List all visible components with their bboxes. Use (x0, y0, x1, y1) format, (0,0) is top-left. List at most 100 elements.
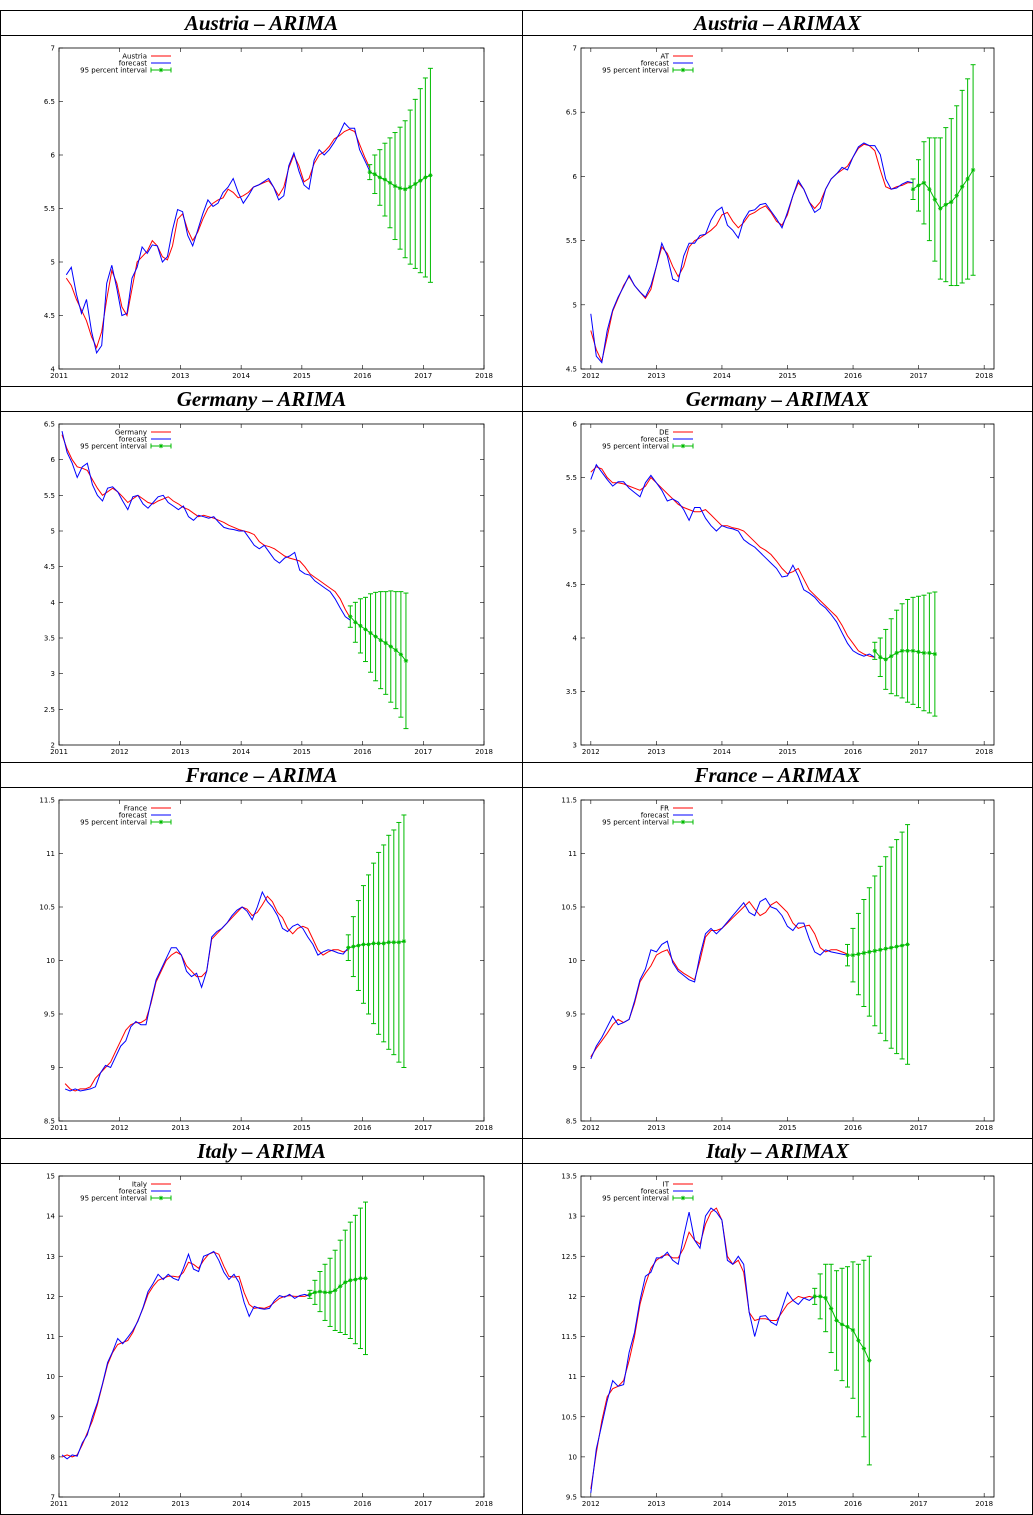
panel-title: Italy – ARIMAX (523, 1139, 1032, 1164)
y-tick-label: 13.5 (561, 1173, 577, 1181)
interval-point (965, 176, 970, 182)
x-tick-label: 2016 (354, 1124, 372, 1132)
x-tick-label: 2018 (975, 748, 993, 756)
plot-italy-arimax: 9.5 10 10.5 11 11.5 12 12.5 13 13.5 2012 2013 2014 2… (561, 1173, 995, 1508)
y-tick-label: 11.5 (561, 797, 577, 805)
interval-point (332, 1288, 338, 1293)
interval-point (872, 948, 877, 954)
y-tick-label: 2 (51, 742, 55, 750)
y-tick-label: 6 (51, 456, 56, 464)
interval-point (377, 175, 383, 180)
interval-point (361, 942, 366, 947)
interval-point (317, 1289, 323, 1294)
y-tick-label: 5.5 (44, 492, 55, 500)
x-tick-label: 2017 (910, 748, 928, 756)
interval-point (970, 167, 976, 173)
interval-point (861, 950, 867, 956)
y-tick-label: 10.5 (561, 904, 577, 912)
series-forecast-line (590, 897, 848, 1060)
interval-point (378, 637, 383, 643)
y-tick-label: 10 (568, 957, 577, 965)
x-tick-label: 2016 (844, 1500, 862, 1508)
interval-point (916, 183, 921, 188)
x-tick-label: 2017 (414, 748, 432, 756)
y-tick-label: 13 (568, 1213, 577, 1221)
interval-point (348, 614, 353, 619)
interval-point (899, 648, 905, 654)
panel-title: Italy – ARIMA (1, 1139, 522, 1164)
series-actual-line (590, 1207, 815, 1490)
interval-point (921, 180, 927, 186)
x-tick-label: 2015 (293, 1500, 311, 1508)
y-tick-label: 4 (573, 635, 578, 643)
x-tick-label: 2014 (232, 1124, 250, 1132)
plot-france-arima: 8.5 9 9.5 10 10.5 11 11.5 2011 2012 2013 2014 2015 2… (39, 797, 493, 1133)
interval-point (401, 939, 407, 944)
interval-mid-line (874, 650, 935, 660)
x-tick-label: 2012 (582, 372, 600, 380)
y-tick-label: 10 (46, 1373, 55, 1381)
x-tick-label: 2016 (354, 372, 372, 380)
interval-point (888, 945, 894, 950)
interval-point (391, 940, 397, 945)
y-tick-label: 4.5 (44, 312, 55, 320)
legend-label: AT (660, 53, 669, 61)
plot-germany-arima: 2 2.5 3 3.5 4 4.5 5 5.5 6 6.5 2011 2012 2013 2014 2015… (44, 421, 493, 757)
panel-title: Austria – ARIMAX (523, 11, 1032, 36)
x-tick-label: 2011 (50, 748, 68, 756)
legend-label: forecast (641, 812, 670, 820)
interval-point (910, 648, 916, 654)
plot-austria-arimax: 4.5 5 5.5 6 6.5 7 2012 2013 2014 2015 2016 2017 2018… (566, 45, 995, 380)
x-tick-label: 2015 (779, 1124, 797, 1132)
x-tick-label: 2016 (844, 372, 862, 380)
legend-label: DE (659, 429, 669, 437)
plot-frame (580, 1175, 995, 1498)
x-tick-label: 2014 (232, 1500, 250, 1508)
interval-point (834, 1318, 839, 1323)
panel-5: France – ARIMAX 8.5 9 9.5 10 10.5 11 11.5 2012 2… (522, 762, 1033, 1139)
y-tick-label: 14 (46, 1213, 55, 1221)
interval-point (337, 1284, 343, 1289)
y-tick-label: 11.5 (39, 797, 55, 805)
y-tick-label: 12 (568, 1293, 577, 1301)
plot-frame (58, 1175, 485, 1498)
y-tick-label: 5.5 (44, 205, 55, 213)
plot-frame (580, 799, 995, 1122)
panel-title: Austria – ARIMA (1, 11, 522, 36)
interval-point (932, 197, 938, 202)
interval-point (878, 947, 883, 952)
series-actual-line (61, 1251, 311, 1458)
interval-point (358, 623, 363, 629)
interval-point (381, 941, 386, 946)
x-tick-label: 2017 (414, 1500, 432, 1508)
plot-france-arimax: 8.5 9 9.5 10 10.5 11 11.5 2012 2013 2014 2015 2016 2… (561, 797, 995, 1132)
interval-point (327, 1290, 333, 1295)
y-tick-label: 11 (568, 1373, 577, 1381)
y-tick-label: 5.5 (566, 237, 577, 245)
y-tick-label: 3.5 (44, 635, 55, 643)
x-tick-label: 2013 (647, 1124, 665, 1132)
x-tick-label: 2016 (354, 1500, 372, 1508)
interval-point (371, 941, 376, 946)
series-forecast-line (61, 1250, 311, 1460)
y-tick-label: 4.5 (566, 581, 577, 589)
interval-point (353, 1277, 358, 1282)
y-tick-label: 4 (51, 366, 56, 374)
panel-title: Germany – ARIMAX (523, 387, 1032, 412)
interval-point (343, 1280, 348, 1285)
x-tick-label: 2013 (647, 1500, 665, 1508)
interval-point (403, 658, 409, 664)
interval-point (883, 946, 888, 951)
y-tick-label: 4 (51, 599, 56, 607)
interval-mid-line (912, 169, 974, 210)
interval-point (348, 1278, 353, 1283)
legend-label: Italy (132, 1181, 147, 1189)
interval-point (812, 1294, 817, 1299)
y-tick-label: 9 (51, 1413, 55, 1421)
interval-point (423, 175, 428, 180)
legend-label: forecast (119, 812, 148, 820)
interval-point (387, 180, 393, 186)
interval-point (402, 187, 408, 192)
interval-mid-line (309, 1277, 366, 1295)
y-tick-label: 6.5 (566, 109, 577, 117)
